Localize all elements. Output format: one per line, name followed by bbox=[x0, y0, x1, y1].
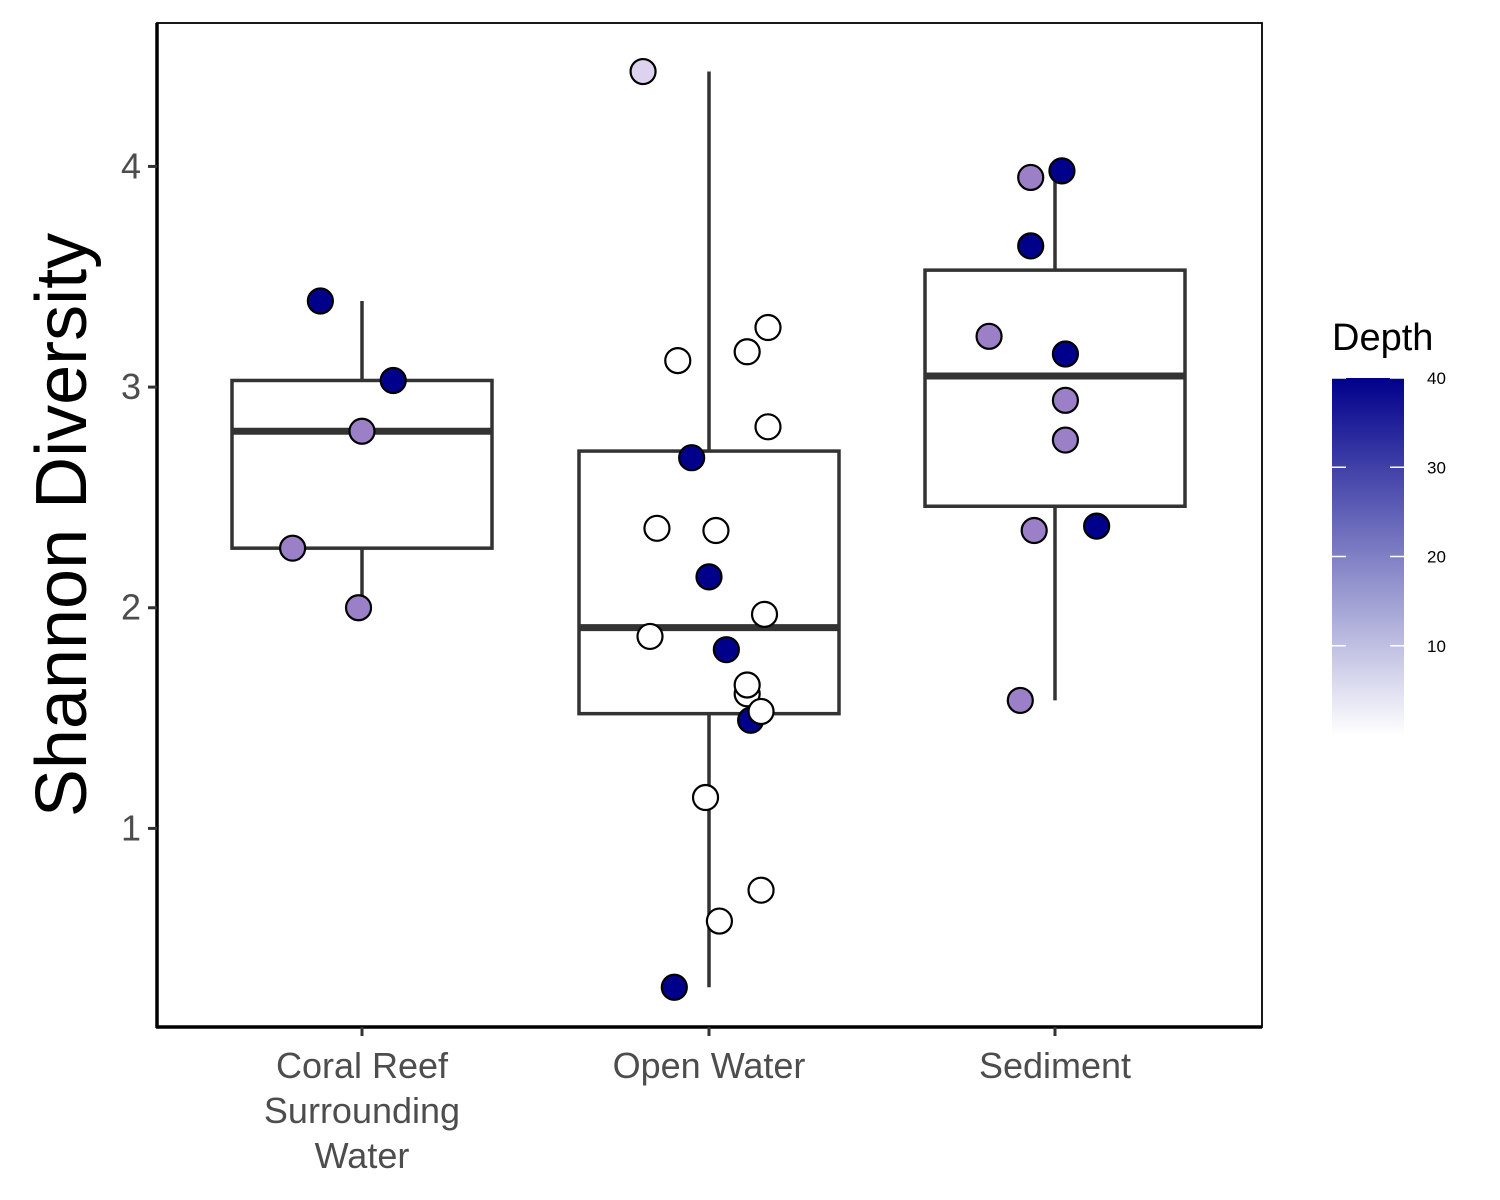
legend-tick-label: 40 bbox=[1427, 369, 1446, 388]
data-point bbox=[754, 413, 782, 441]
data-point bbox=[678, 444, 706, 472]
x-tick-label: Open Water bbox=[613, 1045, 806, 1086]
data-point bbox=[306, 287, 334, 315]
data-point bbox=[379, 366, 407, 395]
data-point bbox=[1083, 512, 1111, 540]
legend-title: Depth bbox=[1332, 317, 1433, 359]
data-point bbox=[691, 783, 720, 812]
legend-tick-label: 30 bbox=[1427, 458, 1446, 477]
data-point bbox=[660, 973, 688, 1001]
data-point bbox=[664, 347, 692, 375]
data-point bbox=[344, 594, 373, 622]
data-point bbox=[636, 622, 664, 651]
y-tick-label: 4 bbox=[121, 145, 141, 186]
boxplot-2 bbox=[923, 170, 1187, 701]
axes-layer: 1 2 3 4 Coral Reef Surrounding Water Open Water… bbox=[121, 22, 1263, 1176]
y-axis-title: Shannon Diversity bbox=[22, 233, 102, 817]
data-point bbox=[1017, 232, 1045, 260]
y-tick-label: 3 bbox=[121, 366, 141, 407]
data-point bbox=[1017, 163, 1045, 192]
data-point bbox=[629, 57, 657, 86]
data-point bbox=[643, 514, 671, 542]
legend-tick-label: 20 bbox=[1427, 548, 1446, 567]
data-point bbox=[733, 338, 761, 366]
data-point bbox=[712, 636, 740, 664]
x-tick-label: Sediment bbox=[979, 1045, 1131, 1086]
data-point bbox=[695, 563, 723, 591]
data-point bbox=[1048, 157, 1076, 185]
data-point bbox=[348, 417, 376, 445]
legend: Depth 10 20 30 40 bbox=[1332, 317, 1446, 735]
y-tick-label: 1 bbox=[121, 807, 141, 848]
y-tick-label: 2 bbox=[121, 587, 141, 628]
legend-tick-label: 10 bbox=[1427, 637, 1446, 656]
x-tick-label: Coral Reef Surrounding Water bbox=[264, 1045, 460, 1176]
box bbox=[230, 378, 494, 550]
data-point bbox=[1020, 516, 1048, 545]
box bbox=[923, 268, 1187, 508]
data-point bbox=[705, 907, 734, 935]
data-point bbox=[1051, 386, 1080, 414]
data-point bbox=[975, 322, 1003, 350]
data-point bbox=[702, 516, 730, 545]
data-point bbox=[747, 876, 775, 904]
data-point bbox=[1006, 686, 1034, 715]
data-point bbox=[750, 600, 779, 628]
data-point bbox=[733, 671, 761, 699]
data-point bbox=[747, 697, 775, 726]
data-point bbox=[1051, 340, 1080, 368]
data-point bbox=[1051, 426, 1080, 454]
data-point bbox=[279, 534, 307, 562]
points-layer bbox=[279, 57, 1111, 1001]
data-point bbox=[754, 313, 782, 342]
